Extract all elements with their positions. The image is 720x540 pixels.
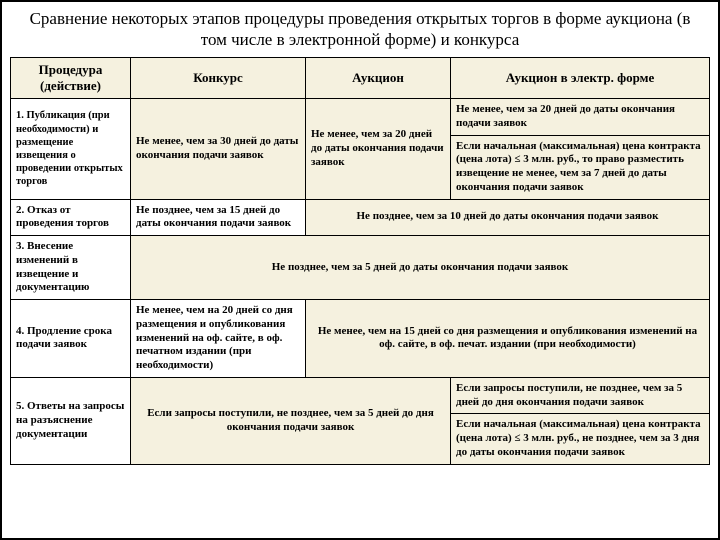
col-konkurs: Конкурс <box>131 57 306 99</box>
row3-merged: Не позднее, чем за 5 дней до даты оконча… <box>131 236 710 300</box>
row4-konkurs: Не менее, чем на 20 дней со дня размещен… <box>131 300 306 378</box>
row3-label: 3. Внесение изменений в извещение и доку… <box>11 236 131 300</box>
page-frame: Сравнение некоторых этапов процедуры про… <box>0 0 720 540</box>
row5-label: 5. Ответы на запросы на разъяснение доку… <box>11 377 131 464</box>
row5-merged-left: Если запросы поступили, не позднее, чем … <box>131 377 451 464</box>
row1-electr-a: Не менее, чем за 20 дней до даты окончан… <box>451 99 710 136</box>
col-auktsion: Аукцион <box>306 57 451 99</box>
row5-electr-b: Если начальная (максимальная) цена контр… <box>451 414 710 464</box>
row4-label: 4. Продление срока подачи заявок <box>11 300 131 378</box>
page-title: Сравнение некоторых этапов процедуры про… <box>10 8 710 51</box>
table-header-row: Процедура (действие) Конкурс Аукцион Аук… <box>11 57 710 99</box>
row5-electr-a: Если запросы поступили, не позднее, чем … <box>451 377 710 414</box>
col-auktsion-electr: Аукцион в электр. форме <box>451 57 710 99</box>
row2-konkurs: Не позднее, чем за 15 дней до даты оконч… <box>131 199 306 236</box>
row1-auktsion: Не менее, чем за 20 дней до даты окончан… <box>306 99 451 200</box>
row2-merged: Не позднее, чем за 10 дней до даты оконч… <box>306 199 710 236</box>
table-row: 4. Продление срока подачи заявок Не мене… <box>11 300 710 378</box>
row2-label: 2. Отказ от проведения торгов <box>11 199 131 236</box>
table-row: 5. Ответы на запросы на разъяснение доку… <box>11 377 710 414</box>
table-row: 1. Публикация (при необходимости) и разм… <box>11 99 710 136</box>
comparison-table: Процедура (действие) Конкурс Аукцион Аук… <box>10 57 710 465</box>
row1-konkurs: Не менее, чем за 30 дней до даты окончан… <box>131 99 306 200</box>
table-row: 2. Отказ от проведения торгов Не позднее… <box>11 199 710 236</box>
table-row: 3. Внесение изменений в извещение и доку… <box>11 236 710 300</box>
row1-label: 1. Публикация (при необходимости) и разм… <box>11 99 131 200</box>
row1-electr-b: Если начальная (максимальная) цена контр… <box>451 135 710 199</box>
row4-merged: Не менее, чем на 15 дней со дня размещен… <box>306 300 710 378</box>
col-procedure: Процедура (действие) <box>11 57 131 99</box>
